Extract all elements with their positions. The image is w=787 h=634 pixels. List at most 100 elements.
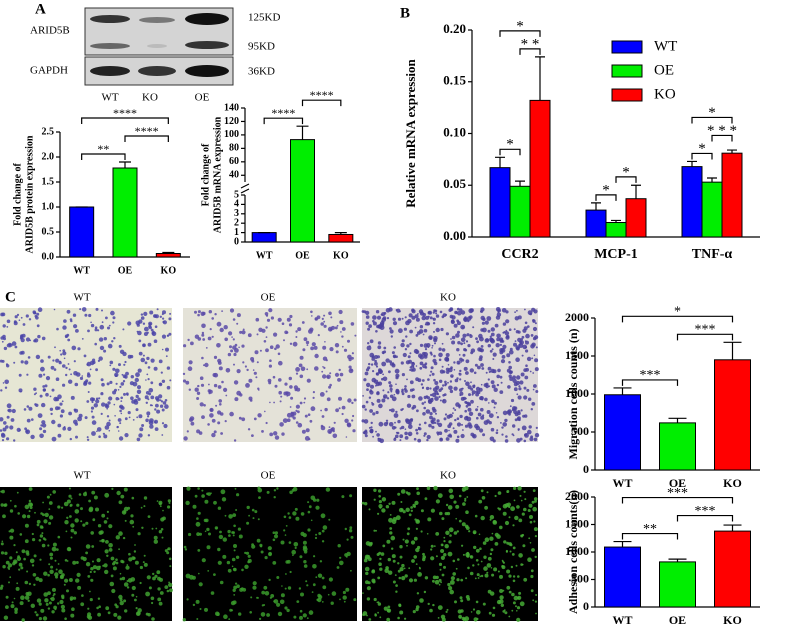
cell — [416, 592, 420, 595]
cell — [448, 540, 452, 544]
cell — [236, 313, 241, 318]
cell — [125, 392, 129, 396]
cell — [447, 364, 450, 366]
cell — [394, 421, 396, 424]
cell — [25, 337, 31, 342]
cell — [139, 581, 142, 585]
cell — [150, 328, 154, 332]
cell — [26, 570, 29, 573]
cell — [2, 514, 6, 519]
cell — [272, 531, 276, 534]
cell — [24, 523, 29, 528]
cell — [131, 585, 136, 591]
cell — [407, 394, 411, 399]
cell — [117, 418, 122, 422]
cell — [267, 378, 272, 383]
cell — [70, 613, 75, 618]
cell — [377, 437, 380, 440]
cell — [300, 512, 305, 516]
cell — [437, 605, 443, 610]
cell — [381, 508, 386, 513]
cell — [146, 356, 150, 361]
error-bar — [162, 251, 175, 254]
cell — [132, 381, 138, 387]
cell — [153, 339, 158, 344]
cell — [266, 490, 270, 494]
cell — [438, 431, 440, 434]
cell — [331, 325, 335, 330]
cell — [372, 321, 377, 326]
cell — [431, 425, 435, 429]
cell — [294, 507, 298, 511]
cell — [393, 413, 399, 418]
cell — [361, 419, 365, 423]
cell — [496, 374, 501, 379]
cell — [217, 506, 222, 510]
cell — [237, 527, 241, 531]
cell — [203, 404, 206, 407]
cell — [218, 366, 223, 371]
cell — [349, 494, 353, 498]
cell — [232, 338, 235, 341]
cell — [415, 432, 419, 435]
cell — [241, 330, 246, 335]
cell — [73, 324, 78, 329]
cell — [469, 555, 473, 558]
cell — [83, 381, 88, 386]
cell — [497, 308, 501, 313]
cell — [189, 416, 195, 421]
cell — [314, 318, 317, 321]
significance-label: * — [516, 18, 524, 34]
cell — [250, 596, 253, 599]
cell — [260, 612, 266, 617]
cell — [502, 610, 506, 613]
cell — [90, 323, 95, 328]
cell — [527, 509, 531, 512]
cell — [416, 409, 419, 413]
cell — [164, 399, 168, 402]
cell — [47, 573, 50, 577]
y-tick-label: 140 — [224, 102, 239, 113]
cell — [167, 505, 171, 509]
cell — [63, 501, 69, 507]
cell — [322, 585, 327, 590]
cell — [162, 509, 164, 512]
cell — [6, 319, 11, 324]
cell — [248, 514, 251, 517]
cell — [406, 378, 408, 381]
cell — [456, 578, 460, 582]
cell — [461, 544, 464, 547]
cell — [497, 570, 500, 573]
cell — [395, 410, 398, 414]
cell — [95, 307, 99, 311]
cell — [52, 587, 56, 592]
cell — [452, 407, 455, 410]
cell — [393, 346, 397, 349]
cell — [217, 547, 221, 552]
cell — [288, 376, 292, 381]
cell — [480, 315, 485, 321]
cell — [345, 436, 348, 438]
cell — [130, 375, 134, 379]
cell — [520, 409, 523, 412]
cell — [489, 536, 494, 541]
cell — [482, 327, 487, 333]
cell — [315, 576, 318, 579]
cell — [430, 508, 435, 513]
cell — [141, 424, 145, 427]
cell — [381, 312, 386, 317]
cell — [388, 381, 392, 385]
cell — [152, 576, 156, 581]
cell — [102, 432, 105, 435]
cell — [338, 309, 343, 315]
cell — [124, 360, 127, 364]
cell — [413, 555, 418, 559]
cell — [311, 342, 316, 347]
cell — [161, 379, 166, 383]
cell — [487, 378, 490, 381]
cell — [368, 542, 373, 547]
cell — [59, 599, 64, 605]
cell — [52, 542, 57, 547]
cell — [464, 499, 467, 502]
cell — [521, 533, 525, 537]
